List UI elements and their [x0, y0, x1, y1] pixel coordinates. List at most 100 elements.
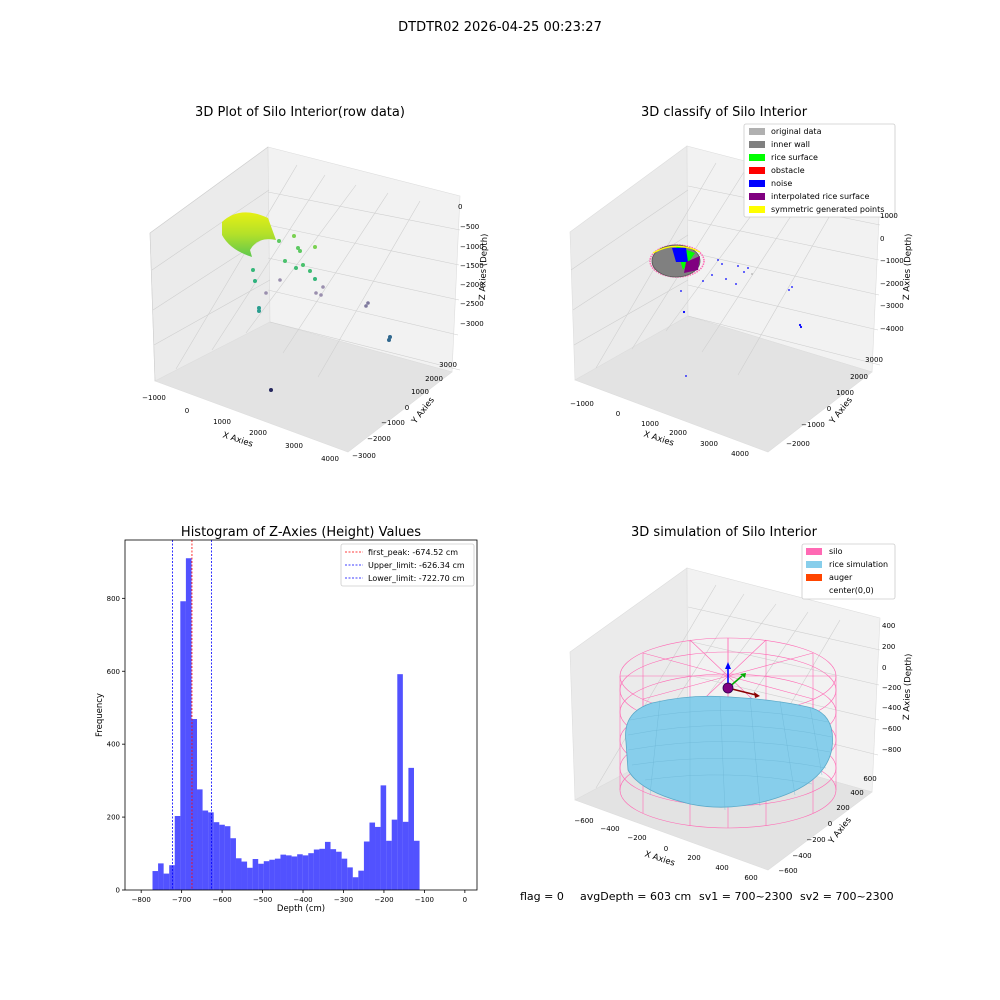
plot2-title: 3D classify of Silo Interior	[641, 105, 808, 120]
legend-label-rice-surface: rice surface	[771, 153, 818, 162]
plot4-legend: silo rice simulation auger center(0,0)	[801, 543, 896, 600]
plot4-xlabel: X Axies	[643, 849, 676, 868]
histogram-bar	[252, 859, 259, 890]
plot1-xtick: 0	[185, 407, 189, 415]
plot2-zlabel: Z Axies (Depth)	[902, 233, 914, 300]
plot1-ztick: −500	[460, 223, 479, 231]
legend-label-noise: noise	[771, 179, 792, 188]
plot1-xtick: 3000	[285, 442, 303, 450]
histogram-bar	[202, 810, 209, 890]
legend-label-upper-limit: Upper_limit: -626.34 cm	[368, 561, 465, 570]
plot4-zlabel: Z Axies (Depth)	[902, 653, 914, 720]
plot4-ztick: 400	[882, 622, 895, 630]
plot2-xtick: 3000	[700, 440, 718, 448]
histogram-bar	[313, 849, 320, 890]
histogram-bar	[358, 870, 364, 890]
histogram-bar	[269, 859, 275, 890]
plot1-xtick: −1000	[142, 394, 166, 402]
histogram-bar	[324, 841, 331, 890]
plot4-simulation-3d: 3D simulation of Silo Interior	[569, 525, 914, 882]
histogram-legend-frame	[340, 543, 475, 587]
histogram-y-ticks: 0 200 400 600 800	[107, 595, 125, 895]
histogram-bar	[174, 815, 181, 890]
plot1-cluster-main	[222, 212, 276, 257]
legend-label-original-data: original data	[771, 127, 822, 136]
histogram-bar	[241, 861, 248, 890]
plot4-ytick: −600	[778, 867, 797, 875]
plot1-zlabel: Z Axies (Depth)	[478, 233, 490, 300]
legend-label-symmetric: symmetric generated points	[771, 205, 884, 214]
plot4-ztick: −600	[882, 725, 901, 733]
histogram-xtick-label: −700	[172, 896, 191, 904]
plot4-ztick: −800	[882, 746, 901, 754]
plot4-xtick: 0	[664, 845, 668, 853]
plot1-ytick: 1000	[411, 388, 429, 396]
plot1-xtick: 4000	[321, 455, 339, 463]
histogram-bar	[341, 858, 348, 890]
figure-suptitle: DTDTR02 2026-04-25 00:23:27	[398, 20, 602, 35]
histogram-frame	[124, 539, 478, 891]
legend-swatch-auger	[806, 574, 822, 581]
histogram-bar	[274, 858, 281, 890]
histogram-bar	[258, 863, 264, 890]
plot2-ytick: −2000	[786, 440, 810, 448]
plot1-xtick: 1000	[213, 418, 231, 426]
legend-swatch-silo	[806, 548, 822, 555]
legend-label-inner-wall: inner wall	[771, 140, 810, 149]
histogram-bar	[297, 854, 303, 890]
plot4-title: 3D simulation of Silo Interior	[631, 525, 818, 540]
plot2-ytick: 1000	[836, 389, 854, 397]
plot1-ztick: 0	[458, 203, 462, 211]
histogram-bar	[291, 856, 298, 890]
histogram-bar	[336, 851, 342, 890]
plot2-xtick: 4000	[731, 450, 749, 458]
plot2-ytick: 0	[827, 405, 831, 413]
legend-swatch-symmetric	[749, 206, 765, 213]
plot4-ytick: 0	[828, 820, 832, 828]
histogram-bar	[219, 824, 225, 890]
plot2-ztick: 0	[880, 235, 884, 243]
histogram-bar	[286, 855, 292, 890]
histogram-bar	[319, 848, 325, 890]
plot1-ytick: −2000	[367, 435, 391, 443]
histogram-bar	[347, 867, 353, 890]
histogram-bar	[408, 767, 414, 890]
histogram-bar	[352, 877, 359, 890]
histogram-xtick-label: −600	[212, 896, 231, 904]
footer-flag: flag = 0	[520, 890, 564, 903]
plot2-ztick: −1000	[880, 257, 904, 265]
histogram-bar	[369, 822, 376, 890]
histogram-bar	[386, 840, 392, 890]
legend-label-obstacle: obstacle	[771, 166, 805, 175]
legend-swatch-rice-surface	[749, 154, 765, 161]
histogram-xtick-label: −200	[374, 896, 393, 904]
histogram-bar	[413, 840, 420, 890]
legend-swatch-inner-wall	[749, 141, 765, 148]
plot1-raw-3d: 3D Plot of Silo Interior(row data)	[142, 105, 490, 463]
histogram-ytick-label: 600	[107, 668, 120, 676]
plot1-ztick: −3000	[460, 320, 484, 328]
plot4-rice-surface	[625, 695, 833, 808]
histogram-bar	[230, 838, 236, 890]
legend-label-silo: silo	[829, 547, 843, 556]
histogram-x-ticks: −800 −700 −600 −500 −400 −300 −200 −100 0	[132, 890, 467, 904]
histogram-bar	[185, 558, 192, 890]
histogram-bar	[263, 861, 270, 890]
histogram-bar	[402, 821, 409, 890]
plot1-points	[222, 212, 392, 392]
plot2-ytick: −1000	[801, 421, 825, 429]
legend-swatch-rice-simulation	[806, 561, 822, 568]
histogram-bar	[280, 854, 287, 890]
plot2-ytick: 2000	[850, 373, 868, 381]
plot4-xtick: 200	[687, 854, 700, 862]
histogram-ylabel: Frequency	[95, 693, 105, 737]
plot4-center-marker	[722, 682, 734, 694]
histogram-bar	[213, 822, 220, 890]
footer-avg-depth: avgDepth = 603 cm	[580, 890, 691, 903]
histogram-ytick-label: 200	[107, 814, 120, 822]
plot2-xtick: 0	[616, 410, 620, 418]
histogram-bar	[180, 601, 186, 890]
plot1-ztick: −2500	[460, 300, 484, 308]
histogram-xtick-label: −500	[253, 896, 272, 904]
legend-swatch-noise	[749, 180, 765, 187]
